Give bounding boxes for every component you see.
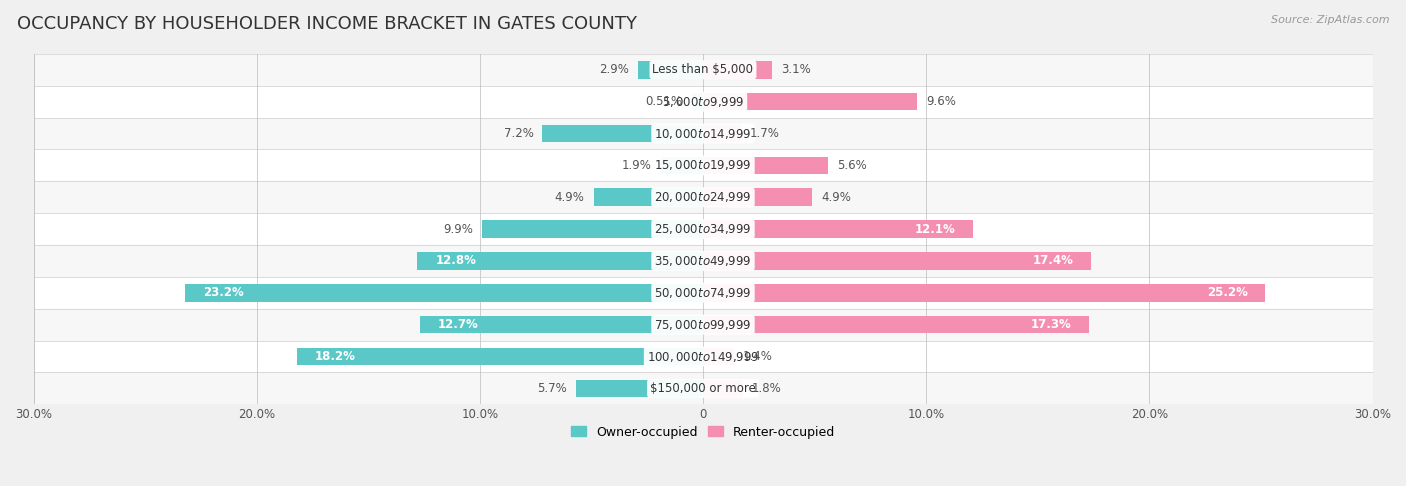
Bar <box>703 156 828 174</box>
Bar <box>661 156 703 174</box>
Bar <box>703 252 1091 270</box>
Bar <box>186 284 703 302</box>
Text: 23.2%: 23.2% <box>202 286 243 299</box>
Bar <box>482 220 703 238</box>
Text: 5.7%: 5.7% <box>537 382 567 395</box>
Text: 17.4%: 17.4% <box>1032 255 1073 267</box>
Text: 1.9%: 1.9% <box>621 159 651 172</box>
Bar <box>34 309 1372 341</box>
Bar <box>34 213 1372 245</box>
Bar <box>34 277 1372 309</box>
Text: 1.7%: 1.7% <box>749 127 780 140</box>
Bar <box>703 189 813 206</box>
Bar <box>703 316 1090 333</box>
Text: 0.51%: 0.51% <box>645 95 683 108</box>
Bar <box>34 86 1372 118</box>
Text: $50,000 to $74,999: $50,000 to $74,999 <box>654 286 752 300</box>
Bar <box>34 54 1372 86</box>
Text: $5,000 to $9,999: $5,000 to $9,999 <box>662 95 744 109</box>
Text: 1.8%: 1.8% <box>752 382 782 395</box>
Bar <box>297 348 703 365</box>
Text: 4.9%: 4.9% <box>821 191 851 204</box>
Text: $150,000 or more: $150,000 or more <box>650 382 756 395</box>
Text: 9.9%: 9.9% <box>443 223 474 236</box>
Text: 18.2%: 18.2% <box>315 350 356 363</box>
Text: 12.8%: 12.8% <box>436 255 477 267</box>
Text: 4.9%: 4.9% <box>555 191 585 204</box>
Bar <box>703 348 734 365</box>
Text: 12.7%: 12.7% <box>437 318 478 331</box>
Bar <box>419 316 703 333</box>
Text: $20,000 to $24,999: $20,000 to $24,999 <box>654 190 752 204</box>
Text: 1.4%: 1.4% <box>744 350 773 363</box>
Text: $10,000 to $14,999: $10,000 to $14,999 <box>654 126 752 140</box>
Bar <box>692 93 703 110</box>
Bar <box>593 189 703 206</box>
Bar <box>34 372 1372 404</box>
Text: $15,000 to $19,999: $15,000 to $19,999 <box>654 158 752 173</box>
Bar <box>703 220 973 238</box>
Text: 3.1%: 3.1% <box>782 63 811 76</box>
Legend: Owner-occupied, Renter-occupied: Owner-occupied, Renter-occupied <box>567 420 839 444</box>
Bar <box>34 245 1372 277</box>
Bar <box>703 61 772 79</box>
Bar <box>418 252 703 270</box>
Bar <box>34 150 1372 181</box>
Bar <box>543 125 703 142</box>
Text: $35,000 to $49,999: $35,000 to $49,999 <box>654 254 752 268</box>
Text: OCCUPANCY BY HOUSEHOLDER INCOME BRACKET IN GATES COUNTY: OCCUPANCY BY HOUSEHOLDER INCOME BRACKET … <box>17 15 637 33</box>
Bar <box>703 93 917 110</box>
Text: 25.2%: 25.2% <box>1206 286 1247 299</box>
Bar <box>703 284 1265 302</box>
Bar <box>703 125 741 142</box>
Text: 12.1%: 12.1% <box>914 223 955 236</box>
Text: $25,000 to $34,999: $25,000 to $34,999 <box>654 222 752 236</box>
Text: Source: ZipAtlas.com: Source: ZipAtlas.com <box>1271 15 1389 25</box>
Bar <box>576 380 703 397</box>
Text: $75,000 to $99,999: $75,000 to $99,999 <box>654 318 752 331</box>
Bar <box>34 118 1372 150</box>
Text: $100,000 to $149,999: $100,000 to $149,999 <box>647 349 759 364</box>
Text: 2.9%: 2.9% <box>599 63 630 76</box>
Text: Less than $5,000: Less than $5,000 <box>652 63 754 76</box>
Bar <box>34 181 1372 213</box>
Bar <box>34 341 1372 372</box>
Text: 5.6%: 5.6% <box>837 159 866 172</box>
Bar <box>638 61 703 79</box>
Text: 7.2%: 7.2% <box>503 127 533 140</box>
Bar <box>703 380 744 397</box>
Text: 17.3%: 17.3% <box>1031 318 1071 331</box>
Text: 9.6%: 9.6% <box>927 95 956 108</box>
